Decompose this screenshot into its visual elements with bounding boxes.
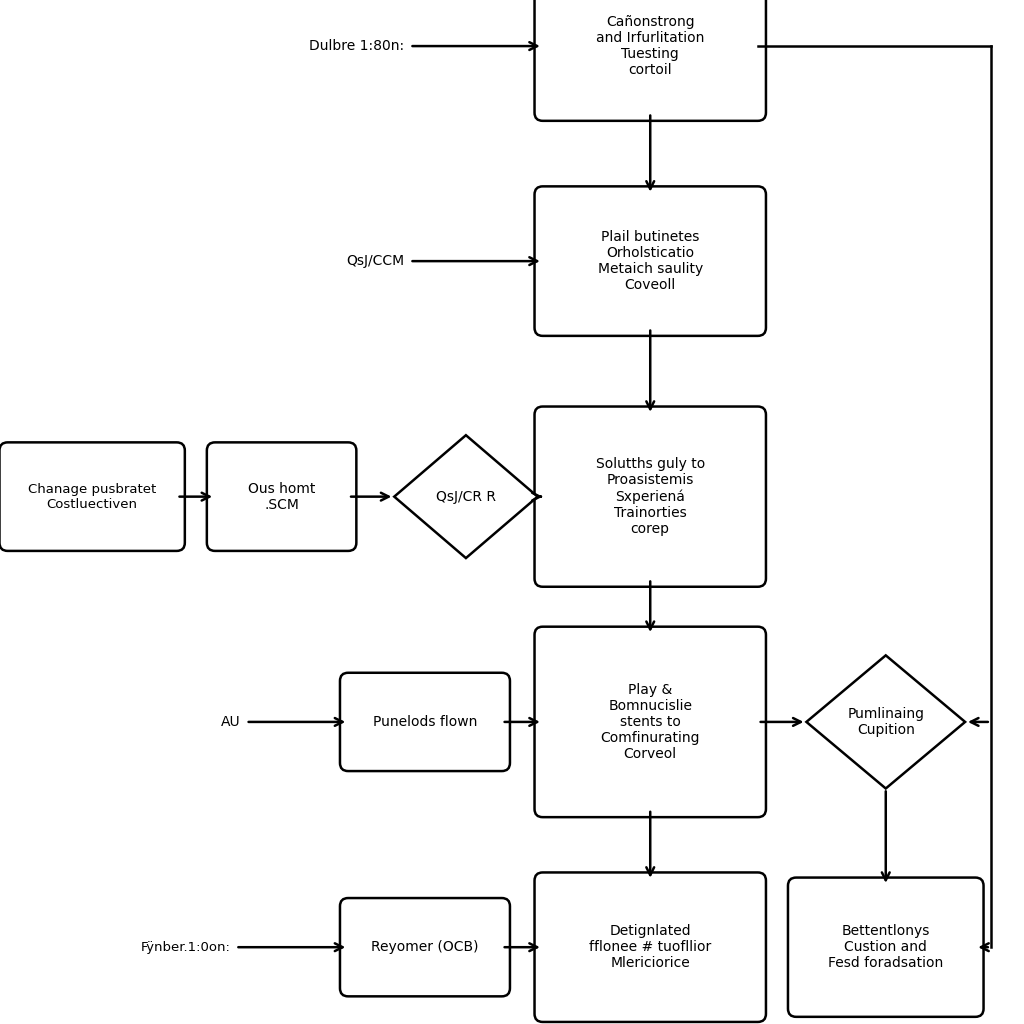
- Text: QsJ/CCM: QsJ/CCM: [346, 254, 404, 268]
- FancyBboxPatch shape: [340, 898, 510, 996]
- FancyBboxPatch shape: [788, 878, 983, 1017]
- Text: AU: AU: [221, 715, 241, 729]
- Polygon shape: [807, 655, 965, 788]
- FancyBboxPatch shape: [535, 186, 766, 336]
- Text: Solutths guly to
Proasistemis
Sxperiená
Trainorties
corep: Solutths guly to Proasistemis Sxperiená …: [596, 457, 705, 537]
- Text: Fÿnber.1:0on:: Fÿnber.1:0on:: [140, 941, 230, 953]
- Text: QsJ/CR R: QsJ/CR R: [436, 489, 496, 504]
- Text: Plail butinetes
Orholsticatio
Metaich saulity
Coveoll: Plail butinetes Orholsticatio Metaich sa…: [598, 229, 702, 293]
- Text: Bettentlonys
Custion and
Fesd foradsation: Bettentlonys Custion and Fesd foradsatio…: [828, 924, 943, 971]
- Polygon shape: [394, 435, 538, 558]
- FancyBboxPatch shape: [535, 627, 766, 817]
- FancyBboxPatch shape: [207, 442, 356, 551]
- FancyBboxPatch shape: [535, 872, 766, 1022]
- Text: Cañonstrong
and Irfurlitation
Tuesting
cortoil: Cañonstrong and Irfurlitation Tuesting c…: [596, 14, 705, 78]
- Text: Chanage pusbratet
Costluectiven: Chanage pusbratet Costluectiven: [28, 482, 157, 511]
- Text: Play &
Bomnucislie
stents to
Comfinurating
Corveol: Play & Bomnucislie stents to Comfinurati…: [600, 683, 700, 761]
- Text: Punelods flown: Punelods flown: [373, 715, 477, 729]
- Text: Ous homt
.SCM: Ous homt .SCM: [248, 481, 315, 512]
- Text: Detignlated
fflonee # tuofllior
Mlericiorice: Detignlated fflonee # tuofllior Mlericio…: [589, 924, 712, 971]
- Text: Pumlinaing
Cupition: Pumlinaing Cupition: [847, 707, 925, 737]
- FancyBboxPatch shape: [0, 442, 184, 551]
- FancyBboxPatch shape: [535, 0, 766, 121]
- Text: Dulbre 1:80n:: Dulbre 1:80n:: [309, 39, 404, 53]
- FancyBboxPatch shape: [340, 673, 510, 771]
- FancyBboxPatch shape: [535, 407, 766, 587]
- Text: Reyomer (OCB): Reyomer (OCB): [372, 940, 478, 954]
